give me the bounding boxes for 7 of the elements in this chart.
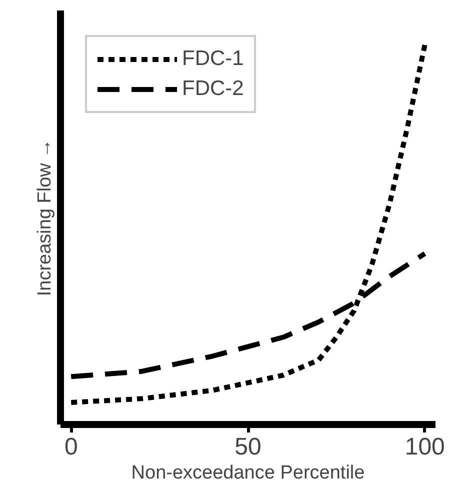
x-axis-title: Non-exceedance Percentile [131, 462, 365, 484]
legend-label: FDC-1 [182, 47, 244, 71]
legend-label: FDC-2 [182, 77, 244, 101]
x-tick-label: 50 [234, 434, 262, 460]
x-tick-label: 100 [404, 434, 445, 460]
y-axis-title: Increasing Flow → [34, 138, 56, 296]
x-tick-label: 0 [64, 434, 78, 460]
